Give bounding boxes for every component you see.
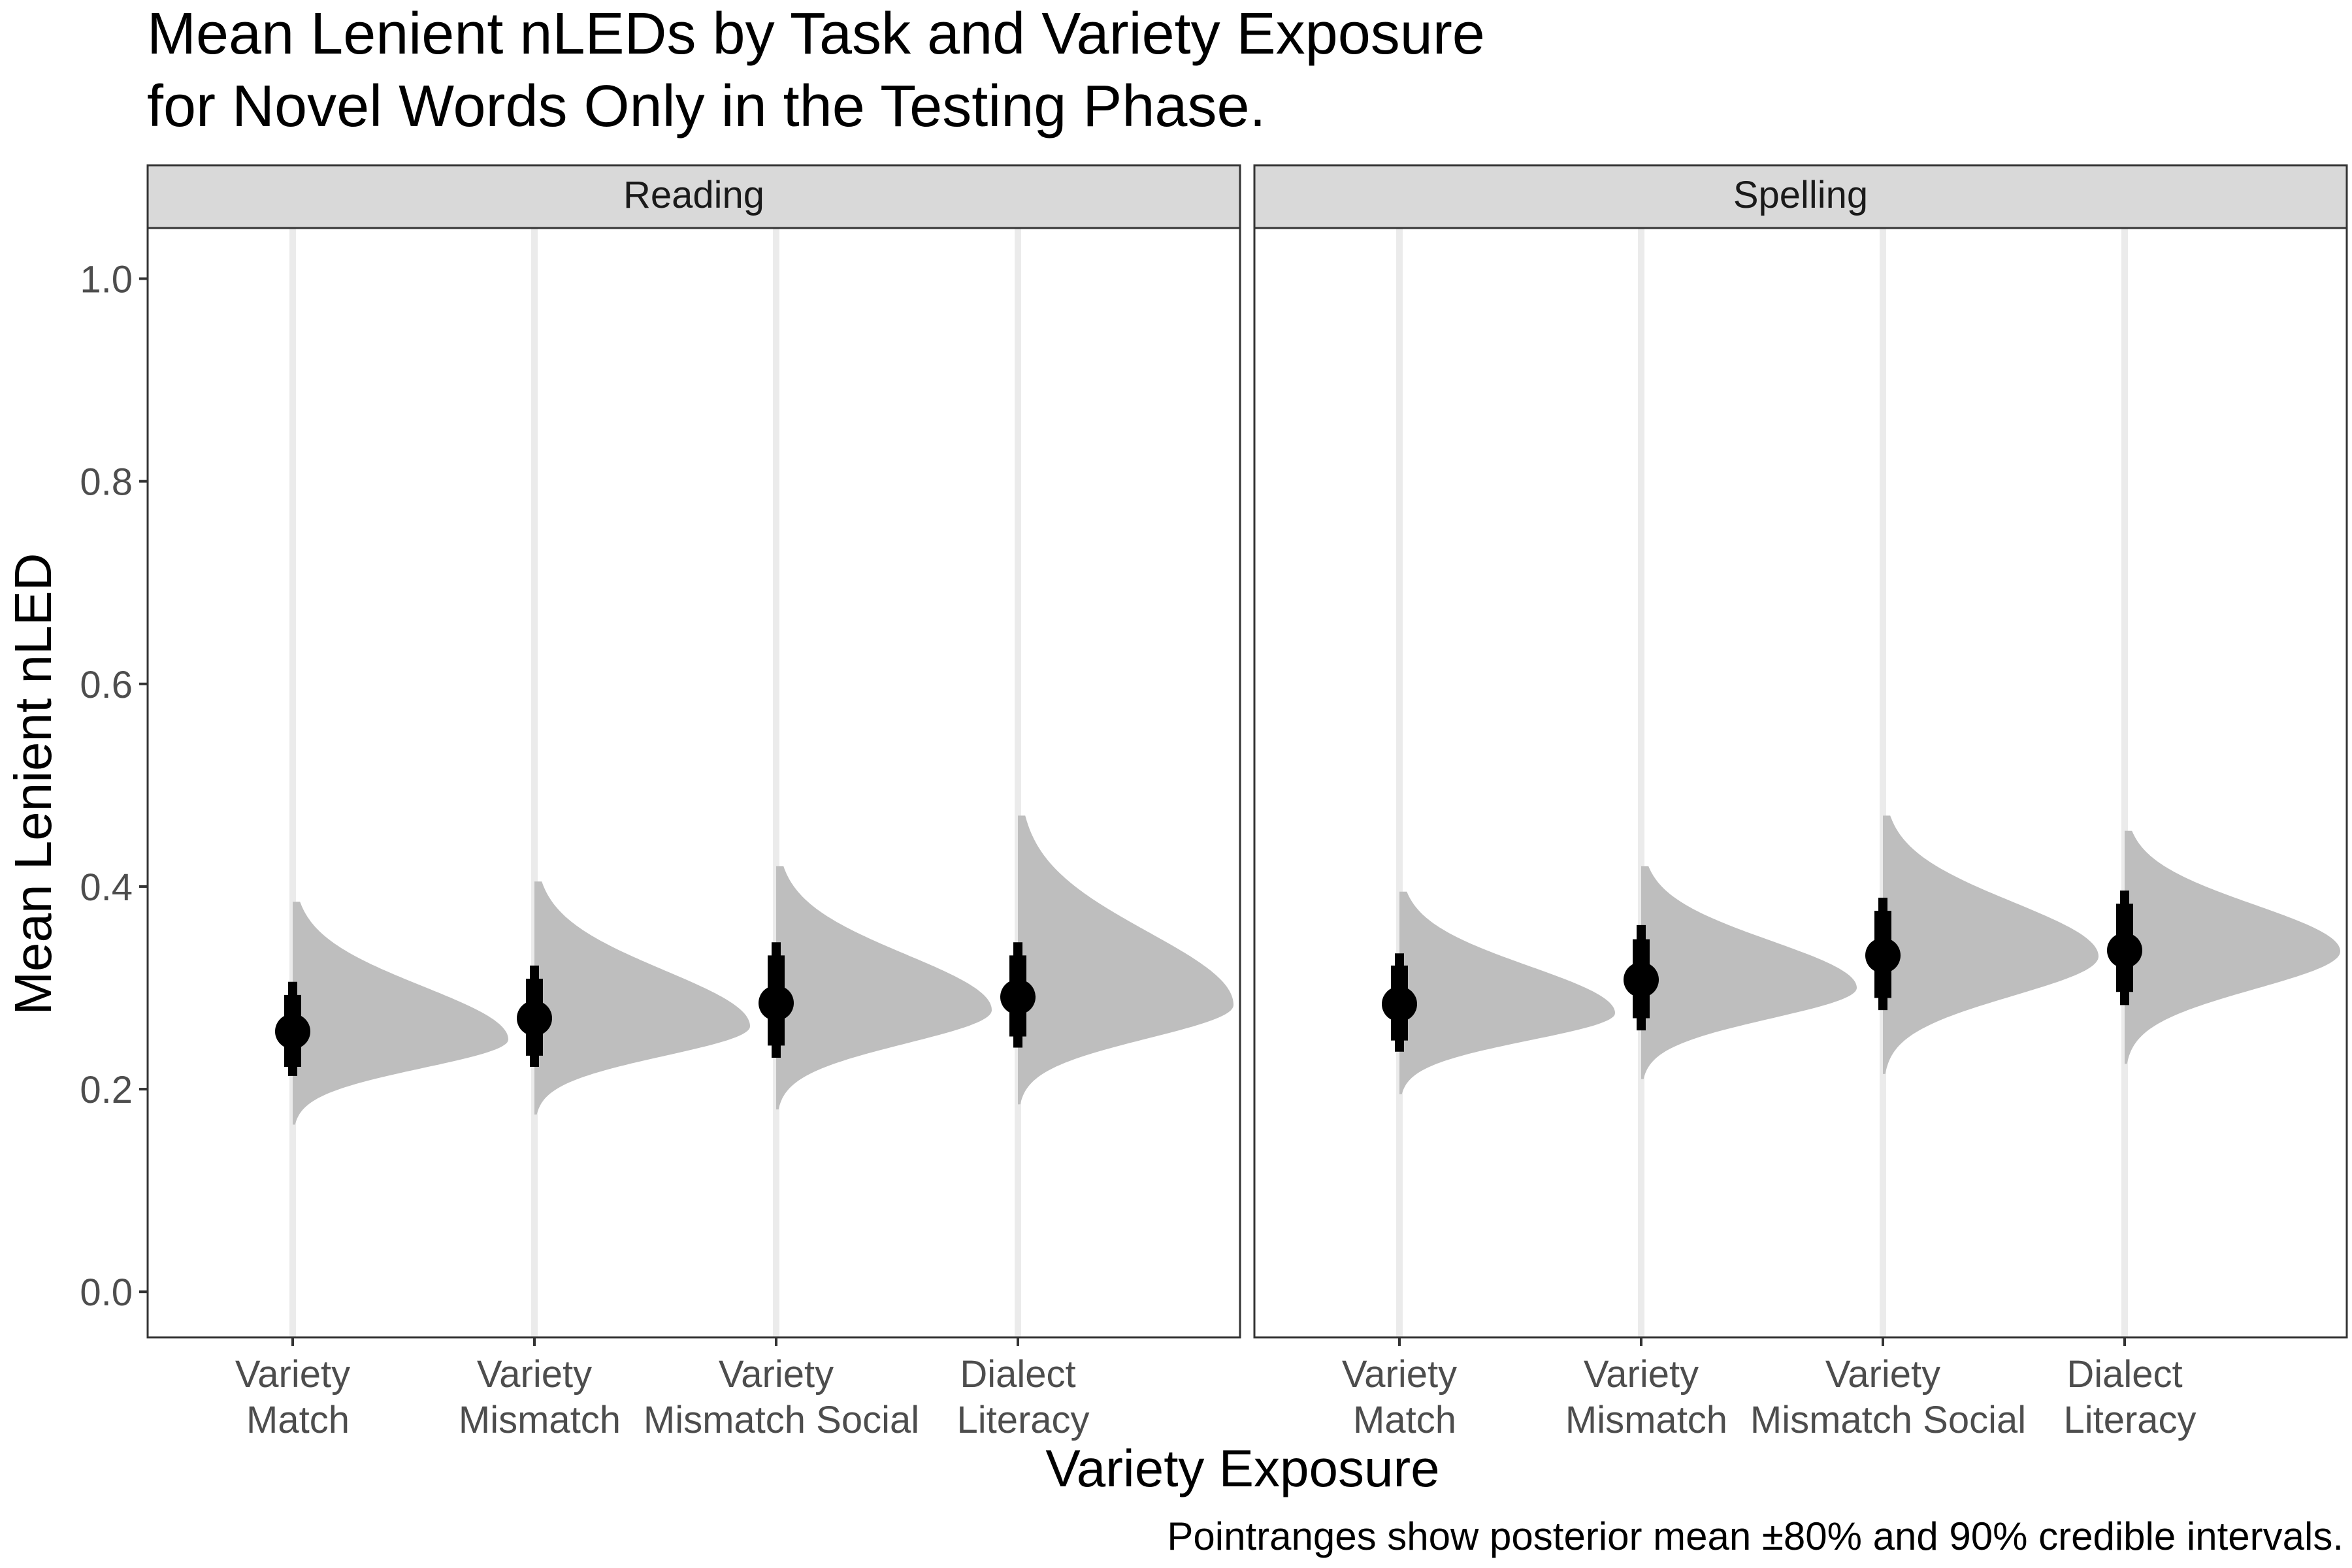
x-tick-label: Variety <box>1342 1353 1457 1396</box>
x-tick-label: Dialect <box>2066 1353 2182 1396</box>
facet-strip <box>146 164 1241 229</box>
chart-title-line-1: Mean Lenient nLEDs by Task and Variety E… <box>147 1 1485 67</box>
y-axis: 0.0 0.2 0.4 0.6 0.8 1.0 <box>80 259 148 1314</box>
facet-strip-label: Spelling <box>1733 174 1868 216</box>
posterior-density <box>534 881 750 1115</box>
x-tick-label: Variety <box>477 1353 592 1396</box>
series-point-group <box>2107 228 2340 1337</box>
posterior-density <box>293 902 508 1125</box>
series-point-group <box>1000 228 1233 1337</box>
series-point-group <box>275 228 508 1337</box>
panel-background <box>148 228 1240 1337</box>
posterior-density <box>1018 815 1233 1105</box>
y-tick-label: 0.8 <box>80 461 133 504</box>
posterior-mean-point <box>275 1013 310 1049</box>
x-tick-label: Match <box>1353 1399 1456 1441</box>
chart-caption: Pointranges show posterior mean ±80% and… <box>1167 1514 2344 1558</box>
panel-spelling: SpellingVarietyMatchVarietyMismatchVarie… <box>1253 164 2348 1441</box>
y-tick-label: 0.2 <box>80 1069 133 1111</box>
series-point-group <box>1382 228 1615 1337</box>
x-tick-label: Literacy <box>956 1399 1089 1441</box>
posterior-density <box>1883 815 2099 1074</box>
x-tick-label: Mismatch Social <box>1750 1399 2026 1441</box>
x-tick-label: Match <box>246 1399 350 1441</box>
y-tick-label: 0.6 <box>80 664 133 706</box>
x-tick-label: Mismatch Social <box>644 1399 919 1441</box>
x-tick-label: Dialect <box>960 1353 1075 1396</box>
x-axis-label: Variety Exposure <box>1045 1439 1439 1497</box>
posterior-density <box>1641 866 1857 1079</box>
posterior-mean-point <box>1000 979 1036 1015</box>
x-tick-label: Variety <box>1584 1353 1699 1396</box>
posterior-mean-point <box>1382 986 1417 1022</box>
panel-border <box>1253 227 2348 1339</box>
x-tick-label: Variety <box>719 1353 834 1396</box>
posterior-mean-point <box>2107 932 2142 968</box>
panel-background <box>1254 228 2347 1337</box>
y-tick-label: 1.0 <box>80 259 133 301</box>
y-axis-label: Mean Lenient nLED <box>4 553 62 1015</box>
chart-title-line-2: for Novel Words Only in the Testing Phas… <box>147 74 1266 139</box>
posterior-density <box>1399 891 1615 1094</box>
panel-border <box>146 227 1241 1339</box>
x-tick-label: Literacy <box>2063 1399 2196 1441</box>
panels: ReadingVarietyMatchVarietyMismatchVariet… <box>146 164 2348 1441</box>
series-point-group <box>759 228 992 1337</box>
facet-strip <box>1253 164 2348 229</box>
series-point-group <box>1865 228 2099 1337</box>
x-tick-label: Variety <box>235 1353 350 1396</box>
facet-strip-label: Reading <box>623 174 764 216</box>
x-tick-label: Mismatch <box>1565 1399 1727 1441</box>
posterior-density <box>2125 830 2340 1064</box>
x-tick-label: Variety <box>1825 1353 1940 1396</box>
posterior-mean-point <box>517 1000 552 1036</box>
series-point-group <box>1624 228 1857 1337</box>
panel-reading: ReadingVarietyMatchVarietyMismatchVariet… <box>146 164 1241 1441</box>
posterior-mean-point <box>759 985 794 1021</box>
series-point-group <box>517 228 750 1337</box>
posterior-mean-point <box>1865 938 1901 973</box>
y-tick-label: 0.4 <box>80 866 133 909</box>
y-tick-label: 0.0 <box>80 1271 133 1314</box>
posterior-density <box>776 866 992 1110</box>
posterior-mean-point <box>1624 962 1659 998</box>
x-tick-label: Mismatch <box>459 1399 621 1441</box>
